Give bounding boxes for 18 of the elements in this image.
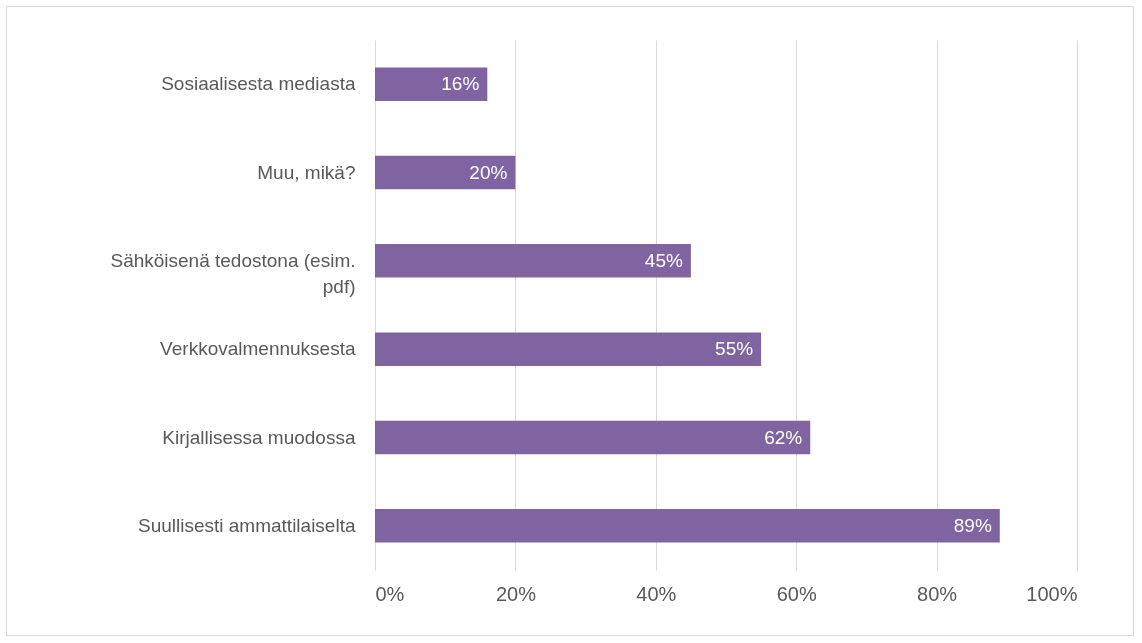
y-tick-label: Kirjallisessa muodossa (162, 426, 356, 448)
x-tick-label: 40% (636, 582, 677, 605)
y-tick-label: Muu, mikä? (257, 161, 356, 183)
data-label: 89% (953, 514, 992, 536)
y-tick-label: Suullisesti ammattilaiselta (137, 514, 356, 536)
data-label: 62% (764, 426, 803, 448)
x-tick-label: 60% (776, 582, 817, 605)
data-label: 45% (644, 249, 683, 271)
y-tick-label: Verkkovalmennuksesta (160, 338, 356, 360)
data-label: 20% (469, 161, 508, 183)
y-tick-label: Sosiaalisesta mediasta (161, 73, 356, 95)
x-tick-label: 80% (917, 582, 958, 605)
data-label: 16% (441, 73, 480, 95)
x-tick-label: 0% (375, 582, 405, 605)
x-tick-label: 20% (495, 582, 537, 605)
y-tick-label: Sähköisenä tedostona (esim. pdf) (110, 249, 356, 297)
x-tick-label: 100% (1026, 582, 1078, 605)
data-label: 55% (715, 338, 754, 360)
